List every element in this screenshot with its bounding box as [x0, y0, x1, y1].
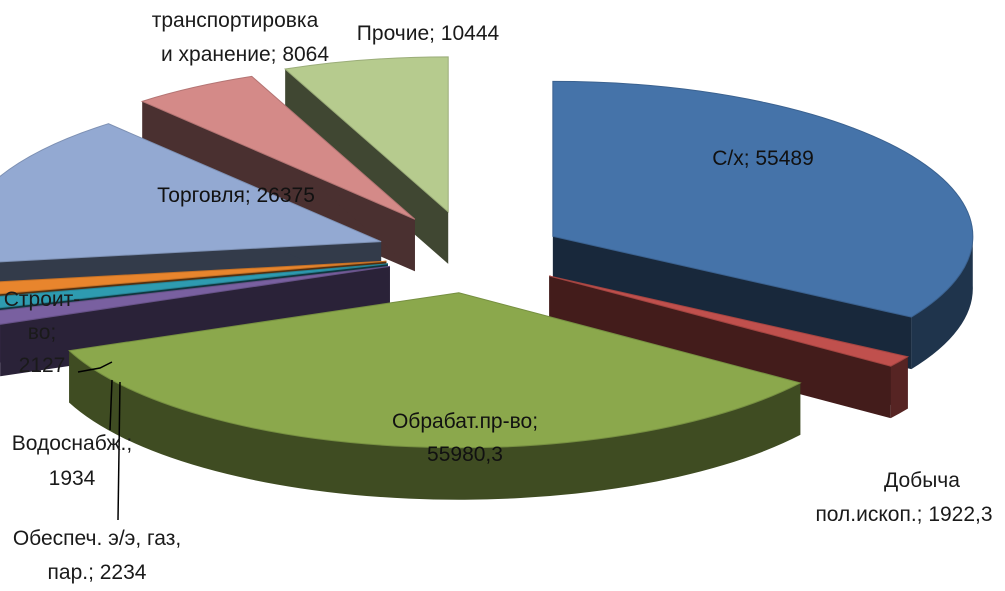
label-water-value: 1934: [49, 467, 96, 490]
slice-rim-manufacturing: [69, 350, 801, 500]
label-water: Водоснабж.;: [12, 432, 132, 455]
label-manufacturing-value: 55980,3: [427, 443, 503, 466]
leader-lines: [77, 361, 121, 521]
slice-rim-mining: [890, 356, 908, 419]
slice-wall-agriculture: [552, 236, 912, 370]
slice-manufacturing: [68, 292, 802, 449]
label-construction: Строит-: [4, 288, 80, 311]
label-transport-value: и хранение; 8064: [161, 43, 329, 66]
label-construction-value: 2127: [19, 354, 66, 377]
slice-energy: [0, 265, 390, 325]
slice-rim-agriculture: [911, 233, 973, 370]
slice-wall-energy: [0, 266, 390, 363]
label-transport: транспортировка: [152, 9, 319, 32]
slice-construction: [0, 260, 387, 295]
slice-agriculture: [552, 80, 974, 318]
pie-tops: [0, 56, 974, 449]
label-manufacturing: Обрабат.пр-во;: [392, 410, 538, 433]
slice-water: [0, 263, 388, 309]
label-other: Прочие; 10444: [357, 22, 500, 45]
slice-wall-mining: [549, 275, 891, 419]
label-construction-mid: во;: [28, 321, 56, 344]
leader-water: [109, 379, 113, 431]
leader-energy: [117, 381, 121, 521]
label-energy-value: пар.; 2234: [48, 561, 147, 584]
label-trade: Торговля; 26375: [157, 184, 315, 207]
slice-transport: [140, 75, 416, 220]
slice-trade: [0, 123, 382, 263]
label-energy: Обеспеч. э/э, газ,: [13, 527, 181, 550]
slice-mining: [549, 275, 910, 367]
label-mining-value: пол.ископ.; 1922,3: [815, 503, 992, 526]
pie-sides: [0, 69, 973, 500]
slice-other: [284, 56, 449, 213]
label-mining: Добыча: [884, 469, 960, 492]
label-agriculture: С/х; 55489: [712, 147, 814, 170]
leader-construction: [77, 361, 113, 373]
